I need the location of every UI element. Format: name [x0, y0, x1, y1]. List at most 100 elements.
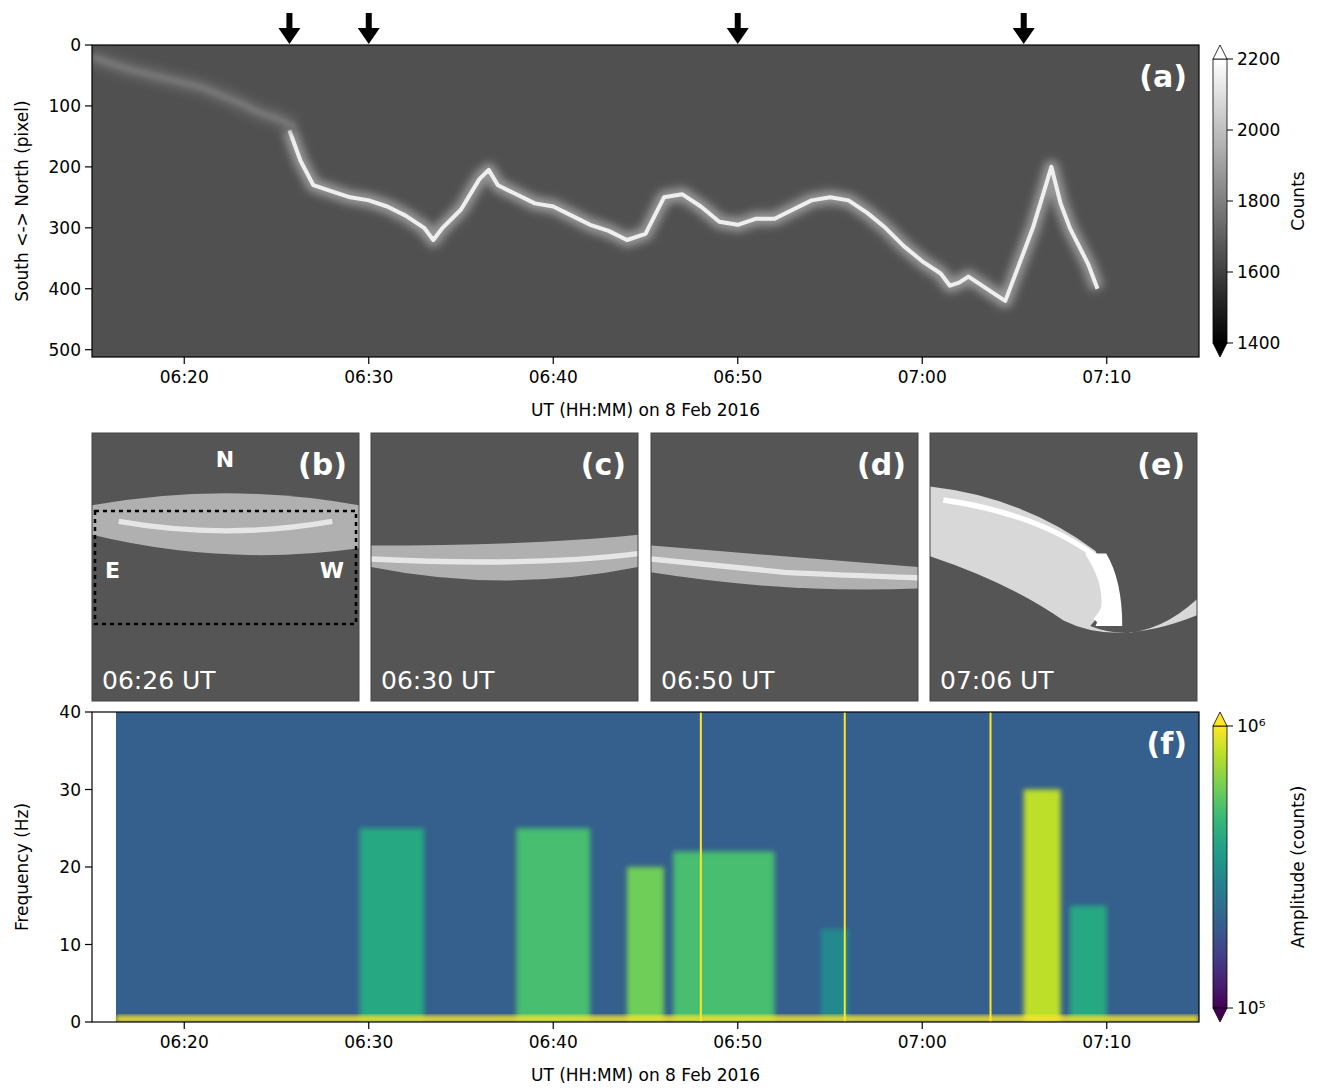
- keogram-background: [92, 45, 1199, 357]
- arc-glow: [92, 57, 295, 127]
- arc-trace: [289, 130, 1097, 301]
- image-sky: [930, 433, 1197, 701]
- y-tick-label: 0: [70, 1012, 81, 1032]
- x-tick: [553, 1022, 554, 1029]
- y-tick: [85, 789, 92, 790]
- colorbar-tick: [1227, 1008, 1233, 1009]
- x-tick-label: 06:30: [344, 367, 393, 387]
- y-tick: [85, 711, 92, 712]
- y-tick-label: 10: [59, 935, 81, 955]
- x-tick: [737, 1022, 738, 1029]
- arc: [371, 535, 638, 581]
- colorbar-tick-label: 10⁶: [1237, 716, 1266, 736]
- colorbar-tick-label: 2200: [1237, 49, 1280, 69]
- colorbar-tick: [1227, 201, 1233, 202]
- plot-area: [116, 712, 1199, 1022]
- panel-label: (b): [298, 447, 347, 482]
- y-tick: [85, 349, 92, 350]
- colorbar-tick: [1227, 59, 1233, 60]
- x-tick-label: 07:00: [898, 367, 947, 387]
- panel-label: (c): [581, 447, 626, 482]
- y-tick-label: 500: [49, 340, 81, 360]
- colorbar: [1213, 726, 1227, 1008]
- image-frame: [930, 433, 1197, 701]
- panel-label: (d): [857, 447, 906, 482]
- aurora-image: [930, 433, 1197, 701]
- arc: [930, 487, 1197, 633]
- compass-label: N: [216, 447, 234, 472]
- x-tick-label: 06:40: [529, 367, 578, 387]
- x-tick: [184, 1022, 185, 1029]
- figure: 06:2006:3006:4006:5007:0007:100100200300…: [0, 0, 1319, 1088]
- y-tick: [85, 227, 92, 228]
- y-tick-label: 40: [59, 702, 81, 722]
- arc-shape: [371, 535, 638, 581]
- colorbar-tick-label: 1800: [1237, 191, 1280, 211]
- image-sky: [371, 433, 638, 701]
- image-time: 07:06 UT: [940, 666, 1054, 695]
- colorbar-title: Counts: [1288, 171, 1308, 230]
- arc-shape: [651, 546, 918, 590]
- arc-core: [943, 500, 1106, 621]
- arc-bright: [1085, 554, 1122, 626]
- colorbar-tick-label: 1600: [1237, 262, 1280, 282]
- y-tick-label: 300: [49, 218, 81, 238]
- time-arrow: [278, 13, 300, 44]
- interference-line: [990, 712, 992, 1022]
- arc-glow: [289, 130, 1097, 301]
- y-tick: [85, 1021, 92, 1022]
- time-arrow: [727, 13, 749, 44]
- image-time: 06:26 UT: [102, 666, 216, 695]
- colorbar-extend-top: [1213, 45, 1227, 59]
- panel-label: (a): [1139, 59, 1187, 94]
- arc: [92, 493, 359, 555]
- y-tick: [85, 44, 92, 45]
- spectrogram-cell: [116, 1016, 1199, 1022]
- y-tick: [85, 288, 92, 289]
- plot-frame: [92, 45, 1199, 357]
- image-sky: [92, 433, 359, 701]
- selection-box: [95, 511, 356, 624]
- x-axis-title: UT (HH:MM) on 8 Feb 2016: [531, 400, 760, 420]
- arc-core: [119, 521, 333, 530]
- aurora-image: [92, 433, 359, 701]
- y-tick-label: 30: [59, 780, 81, 800]
- aurora-image: [651, 433, 918, 701]
- x-tick-label: 07:10: [1082, 1032, 1131, 1052]
- image-frame: [92, 433, 359, 701]
- panel-label: (f): [1147, 726, 1187, 761]
- y-tick: [85, 866, 92, 867]
- arc-shape: [92, 493, 359, 555]
- x-tick-label: 06:20: [160, 367, 209, 387]
- compass-label: E: [105, 558, 120, 583]
- image-sky: [651, 433, 918, 701]
- spectrogram-cell: [627, 867, 664, 1022]
- plot-area: [92, 45, 1199, 357]
- colorbar-tick: [1227, 130, 1233, 131]
- x-tick: [368, 357, 369, 364]
- x-tick: [1106, 1022, 1107, 1029]
- arc: [651, 546, 918, 590]
- image-time: 06:50 UT: [661, 666, 775, 695]
- colorbar-tick: [1227, 726, 1233, 727]
- panel-label: (e): [1137, 447, 1185, 482]
- y-tick-label: 0: [70, 35, 81, 55]
- time-arrow: [358, 13, 380, 44]
- x-tick-label: 06:50: [713, 1032, 762, 1052]
- y-tick: [85, 944, 92, 945]
- spectrogram-cell: [116, 712, 1199, 1022]
- spectrogram-cell: [516, 828, 590, 1022]
- x-tick-label: 07:10: [1082, 367, 1131, 387]
- arc-core: [371, 554, 638, 562]
- x-tick-label: 07:00: [898, 1032, 947, 1052]
- x-tick: [553, 357, 554, 364]
- y-tick: [85, 105, 92, 106]
- y-tick-label: 20: [59, 857, 81, 877]
- time-arrow: [1013, 13, 1035, 44]
- colorbar-extend-top: [1213, 712, 1227, 726]
- y-tick-label: 200: [49, 157, 81, 177]
- spectrogram-cell: [1070, 906, 1107, 1022]
- colorbar-tick-label: 2000: [1237, 120, 1280, 140]
- x-tick: [368, 1022, 369, 1029]
- plot-frame: [92, 712, 1199, 1022]
